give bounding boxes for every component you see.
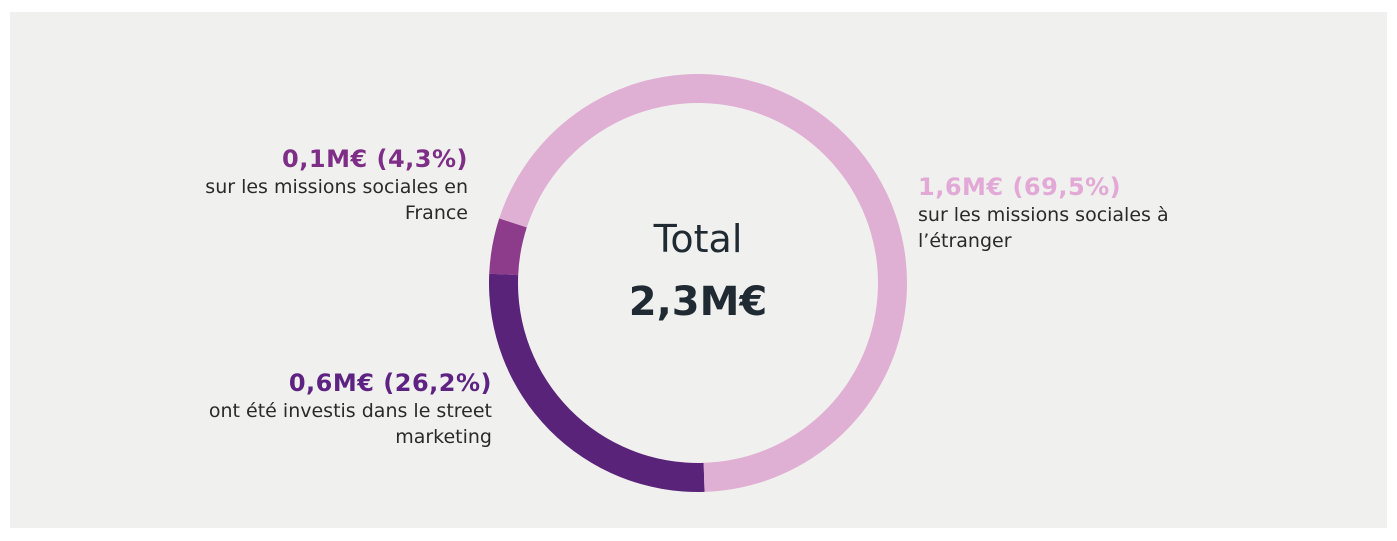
category-label: sur les missions sociales à l’étranger <box>918 204 1169 252</box>
center-total: 2,3M€ <box>629 279 768 325</box>
value-label: 1,6M€ (69,5%) <box>918 173 1122 201</box>
category-label: ont été investis dans le street marketin… <box>208 400 492 448</box>
segment-label: 1,6M€ (69,5%) sur les missions sociales à… <box>918 172 1248 254</box>
value-label: 0,1M€ (4,3%) <box>282 145 468 173</box>
donut-segment <box>488 273 705 492</box>
segment-label: 0,6M€ (26,2%) ont été investis dans le st… <box>172 368 492 450</box>
value-label: 0,6M€ (26,2%) <box>288 369 492 397</box>
center-title: Total <box>653 217 743 261</box>
category-label: sur les missions sociales en France <box>205 176 468 224</box>
donut-segment <box>489 218 527 276</box>
segment-label: 0,1M€ (4,3%) sur les missions sociales en… <box>148 144 468 226</box>
